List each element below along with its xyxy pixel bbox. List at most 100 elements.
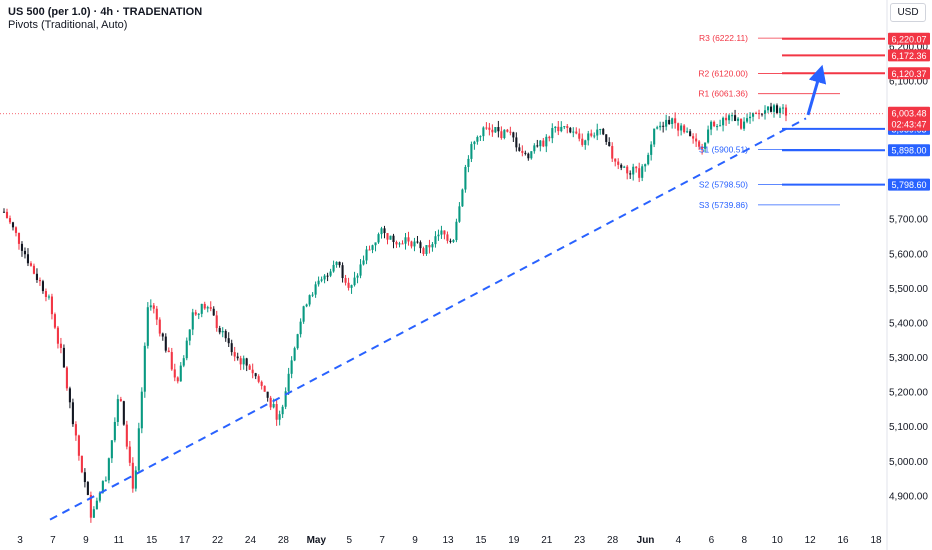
candle bbox=[638, 162, 641, 183]
candle bbox=[662, 121, 665, 133]
candle-body bbox=[380, 228, 383, 235]
candle bbox=[107, 457, 110, 484]
price-tick-label: 5,300.00 bbox=[889, 353, 928, 364]
time-label: 12 bbox=[805, 535, 817, 546]
candle bbox=[179, 362, 182, 382]
candle-body bbox=[110, 440, 113, 459]
time-label: 9 bbox=[83, 535, 89, 546]
candle bbox=[401, 240, 404, 245]
candle bbox=[557, 120, 560, 136]
candle-body bbox=[569, 127, 572, 133]
candle bbox=[62, 344, 65, 368]
candle bbox=[332, 260, 335, 273]
candle bbox=[575, 127, 578, 135]
candle bbox=[611, 142, 614, 163]
candle bbox=[86, 480, 89, 496]
candle bbox=[125, 420, 128, 450]
candle-body bbox=[95, 500, 98, 510]
candle bbox=[647, 152, 650, 166]
time-label: 3 bbox=[17, 535, 23, 546]
candle bbox=[623, 165, 626, 168]
candle bbox=[620, 163, 623, 171]
candle-body bbox=[119, 399, 122, 402]
candle-body bbox=[146, 307, 149, 346]
countdown-text: 02:43:47 bbox=[891, 120, 926, 130]
candle-body bbox=[719, 125, 722, 127]
time-label: 28 bbox=[278, 535, 290, 546]
candle-body bbox=[539, 140, 542, 147]
candle-body bbox=[260, 381, 263, 386]
candle-body bbox=[23, 250, 27, 255]
candle bbox=[164, 333, 167, 353]
candle-body bbox=[320, 279, 323, 281]
currency-button[interactable]: USD bbox=[890, 3, 926, 22]
candle bbox=[449, 238, 452, 244]
candle-body bbox=[398, 243, 401, 245]
candle bbox=[50, 293, 53, 320]
time-label: 4 bbox=[676, 535, 682, 546]
candle bbox=[626, 164, 629, 180]
candle bbox=[602, 127, 605, 136]
candle bbox=[5, 208, 9, 219]
candle-body bbox=[212, 308, 215, 316]
candle bbox=[446, 231, 449, 244]
candle-body bbox=[317, 280, 320, 285]
candle-body bbox=[722, 117, 725, 126]
candle bbox=[308, 294, 311, 307]
candle bbox=[551, 123, 554, 144]
candle bbox=[671, 117, 674, 129]
candle bbox=[26, 248, 30, 267]
candle-body bbox=[443, 230, 446, 235]
candle bbox=[254, 372, 257, 380]
time-label: Jun bbox=[637, 535, 655, 546]
candle-body bbox=[281, 406, 284, 415]
candle-body bbox=[545, 136, 548, 147]
candle-body bbox=[449, 240, 452, 242]
candle-body bbox=[629, 173, 632, 175]
candle bbox=[548, 135, 551, 142]
candle-body bbox=[176, 377, 179, 382]
candle bbox=[431, 241, 434, 252]
candle bbox=[326, 272, 329, 282]
candle-body bbox=[263, 385, 266, 392]
candle-body bbox=[740, 118, 743, 129]
candle-body bbox=[704, 142, 707, 149]
candle bbox=[245, 357, 248, 372]
candle bbox=[395, 240, 398, 248]
candle-body bbox=[209, 307, 212, 309]
candle-body bbox=[473, 141, 476, 145]
time-label: 22 bbox=[212, 535, 224, 546]
candle bbox=[242, 355, 245, 370]
time-label: 17 bbox=[179, 535, 191, 546]
candle bbox=[233, 346, 236, 362]
candle bbox=[428, 239, 431, 254]
candle-body bbox=[728, 115, 731, 121]
candle bbox=[311, 292, 314, 298]
candle bbox=[35, 268, 39, 283]
candle-body bbox=[167, 350, 170, 353]
candle bbox=[608, 137, 611, 147]
pivot-label-s2: S2 (5798.50) bbox=[699, 180, 748, 190]
candle-body bbox=[32, 265, 36, 274]
candle-body bbox=[695, 138, 698, 142]
candle bbox=[413, 237, 416, 252]
candle-body bbox=[227, 338, 230, 344]
time-axis: 3 7 9 11 15 17 22 24 28 May 5 7 9 13 15 19 21 23 28 Jun 4 6 8 1… bbox=[17, 535, 882, 546]
candle bbox=[614, 158, 617, 167]
candle bbox=[191, 308, 194, 336]
level-tag-text: 6,172.36 bbox=[891, 51, 926, 61]
candle bbox=[80, 455, 83, 474]
candle bbox=[161, 332, 164, 341]
candle bbox=[775, 103, 779, 115]
candle bbox=[554, 126, 557, 133]
candle-body bbox=[293, 348, 296, 361]
candle bbox=[140, 387, 143, 434]
candle bbox=[83, 468, 86, 488]
candle bbox=[122, 400, 125, 426]
candle-body bbox=[284, 391, 287, 407]
candle bbox=[539, 140, 542, 152]
candle-body bbox=[341, 265, 344, 279]
candle bbox=[683, 124, 686, 134]
candle-body bbox=[128, 446, 131, 463]
